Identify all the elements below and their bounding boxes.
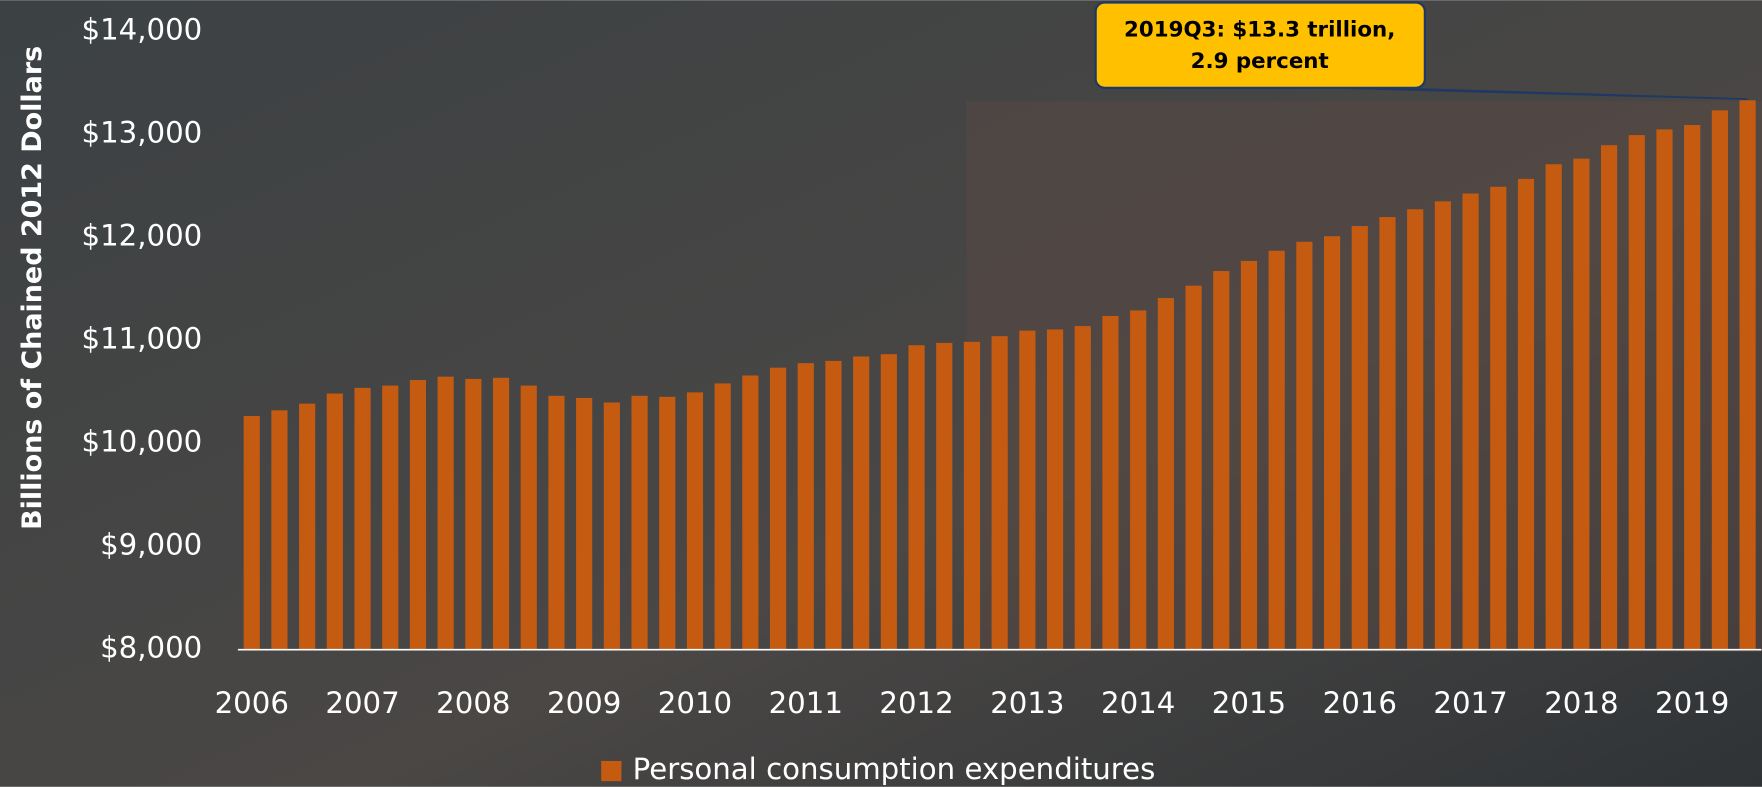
callout-text: 2019Q3: $13.3 trillion, [1124,18,1395,43]
callout-box [1096,2,1425,87]
bar [271,410,287,649]
x-tick-label: 2008 [436,686,510,720]
bar [548,396,564,650]
bar [1656,129,1672,649]
bar [1573,159,1589,650]
bar [936,343,952,650]
bar [410,380,426,650]
y-tick-label: $8,000 [100,631,202,665]
legend-swatch [601,761,621,781]
bar [1185,286,1201,650]
y-tick-label: $9,000 [100,528,202,562]
bar [1241,261,1257,650]
x-tick-label: 2007 [325,686,399,720]
y-tick-label: $12,000 [82,219,203,253]
legend-label: Personal consumption expenditures [633,752,1156,786]
bar [1269,251,1285,650]
bar [465,379,481,650]
x-tick-label: 2012 [879,686,953,720]
bar [1019,331,1035,650]
y-tick-label: $13,000 [82,116,203,150]
x-tick-label: 2016 [1323,686,1397,720]
bar [964,342,980,650]
bar [354,388,370,650]
bar [1601,145,1617,650]
x-tick-label: 2015 [1212,686,1286,720]
x-tick-label: 2013 [990,686,1064,720]
bar [244,416,260,650]
bar [908,345,924,649]
x-tick-label: 2006 [215,686,289,720]
bar [715,383,731,649]
bar [1102,316,1118,650]
bar [770,368,786,650]
bar [382,386,398,650]
x-tick-label: 2019 [1655,686,1729,720]
bar [1546,164,1562,649]
bar [493,378,509,650]
bar [1739,100,1755,649]
x-tick-label: 2014 [1101,686,1175,720]
bar [1130,310,1146,649]
bar [299,404,315,650]
bar [798,363,814,650]
callout-text: 2.9 percent [1191,49,1329,74]
bar [1379,217,1395,650]
bar [853,356,869,649]
y-tick-label: $10,000 [82,425,203,459]
bar [1407,209,1423,649]
bar [1712,110,1728,649]
page: Billions of Chained 2012 Dollars 2019Q3:… [0,0,1762,787]
bar [1296,242,1312,650]
x-tick-label: 2018 [1544,686,1618,720]
bar [1684,125,1700,650]
bar [438,377,454,650]
bar [1158,298,1174,650]
bar [631,396,647,650]
bar [992,336,1008,650]
y-axis-label: Billions of Chained 2012 Dollars [17,46,48,530]
chart: Billions of Chained 2012 Dollars 2019Q3:… [0,0,1762,787]
bar [1324,236,1340,649]
bar [659,397,675,650]
y-tick-label: $11,000 [82,322,203,356]
bar [687,392,703,649]
bar [1490,187,1506,650]
bar [604,402,620,649]
bar [1518,179,1534,650]
bar [1352,226,1368,650]
x-tick-label: 2011 [769,686,843,720]
x-tick-label: 2010 [658,686,732,720]
bar [1213,271,1229,650]
bar [576,398,592,650]
bar [327,394,343,650]
bar [521,386,537,650]
x-tick-label: 2017 [1433,686,1507,720]
bar [881,354,897,650]
bar [825,361,841,650]
bar [1462,193,1478,649]
x-tick-label: 2009 [547,686,621,720]
bar [742,376,758,650]
bar [1629,135,1645,650]
bar [1047,329,1063,649]
bar [1075,326,1091,650]
y-tick-label: $14,000 [82,13,203,47]
bar [1435,201,1451,649]
